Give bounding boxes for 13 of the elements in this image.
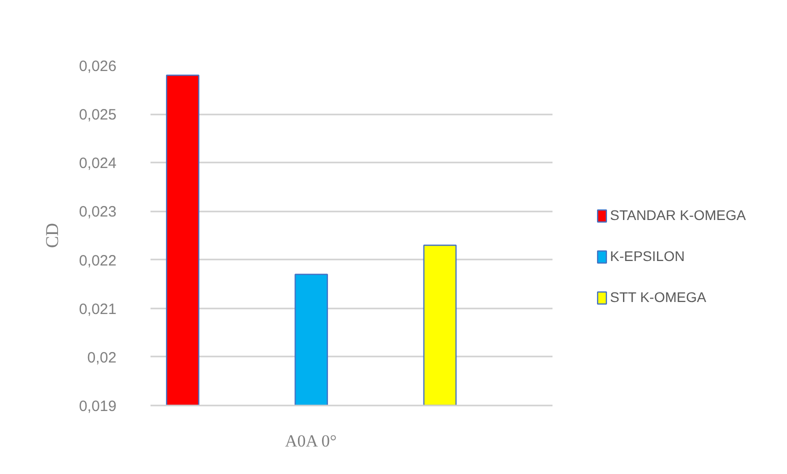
y-tick-label: 0,019 <box>78 398 117 415</box>
legend-label: STANDAR K-OMEGA <box>610 207 746 223</box>
x-tick-label: A0A 0° <box>285 432 337 450</box>
y-tick-label: 0,026 <box>78 58 117 75</box>
y-tick-label: 0,023 <box>78 204 117 221</box>
y-tick-label: 0,022 <box>78 252 117 270</box>
legend-label: K-EPSILON <box>610 248 685 264</box>
legend-label: STT K-OMEGA <box>610 289 706 305</box>
y-tick-label: 0,024 <box>78 155 117 172</box>
y-tick-label: 0,025 <box>78 106 117 124</box>
y-tick-label: 0,021 <box>78 300 117 318</box>
y-axis-title: CD <box>42 222 62 248</box>
y-tick-label: 0,02 <box>87 349 117 366</box>
